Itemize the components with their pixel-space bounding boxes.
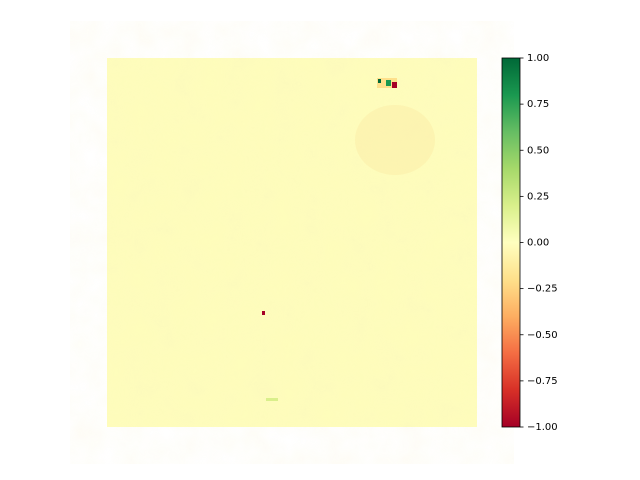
colorbar-tick-label: 0.00 [527, 238, 549, 249]
colorbar-tick-label: 0.50 [527, 145, 549, 156]
image-spot [262, 311, 265, 315]
colorbar-tick-label: 1.00 [527, 53, 549, 64]
image-spot [392, 82, 397, 88]
image-spot [266, 398, 278, 401]
colorbar-tick-label: −0.25 [527, 284, 558, 295]
image [107, 58, 477, 427]
colorbar [501, 57, 521, 428]
colorbar-tick-label: −0.75 [527, 376, 558, 387]
colorbar-tick-label: −0.50 [527, 330, 558, 341]
image-texture [107, 58, 477, 427]
image-region [355, 105, 435, 175]
colorbar-tick-label: 0.75 [527, 99, 549, 110]
image-spot [386, 80, 391, 86]
image-spot [378, 79, 381, 83]
colorbar-tick-label: −1.00 [527, 422, 558, 433]
colorbar-tick-label: 0.25 [527, 191, 549, 202]
